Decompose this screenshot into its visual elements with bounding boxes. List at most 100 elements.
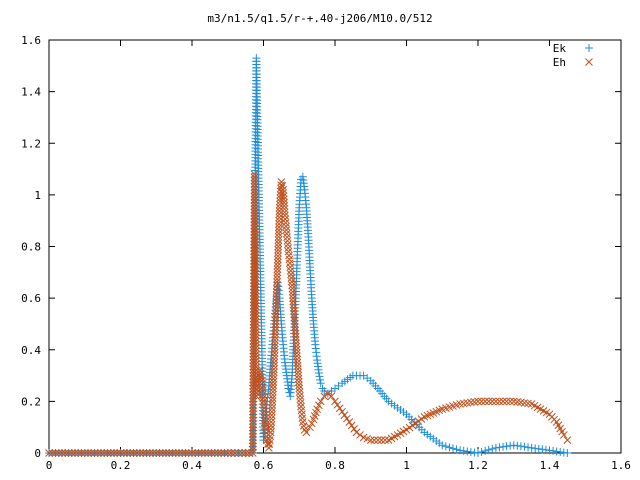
legend: Ek Eh <box>553 42 593 69</box>
data-point <box>320 392 329 401</box>
x-tick-label: 1.2 <box>468 459 488 472</box>
data-point <box>251 208 259 217</box>
data-point <box>307 419 316 428</box>
data-point <box>251 299 260 307</box>
data-point <box>289 294 297 302</box>
data-point <box>538 445 547 454</box>
data-point <box>142 449 151 457</box>
data-point <box>314 368 323 377</box>
data-point <box>268 400 277 409</box>
data-point <box>252 360 260 368</box>
data-point <box>250 186 259 195</box>
data-point <box>513 441 522 450</box>
data-point <box>126 449 135 457</box>
data-point <box>495 397 504 406</box>
data-point <box>269 374 278 383</box>
data-point <box>275 223 283 231</box>
data-point <box>316 375 325 384</box>
data-point <box>251 234 259 243</box>
data-point <box>296 395 305 404</box>
data-point <box>272 307 280 315</box>
data-point <box>282 229 291 238</box>
data-point <box>295 381 303 390</box>
data-point <box>477 397 486 406</box>
data-point <box>251 228 259 236</box>
data-point <box>267 407 276 416</box>
y-tick-label: 0 <box>34 447 41 460</box>
data-point <box>261 414 269 423</box>
data-point <box>178 449 187 457</box>
data-point <box>269 371 278 380</box>
data-point <box>270 345 279 354</box>
data-point <box>249 420 257 429</box>
data-point <box>452 445 461 454</box>
data-point <box>260 404 268 413</box>
data-point <box>249 429 257 438</box>
legend-marker-ek <box>585 44 593 52</box>
data-point <box>274 249 282 257</box>
data-point <box>210 449 219 457</box>
data-point <box>67 449 76 457</box>
data-point <box>288 287 297 296</box>
data-point <box>268 397 277 406</box>
data-point <box>520 442 529 451</box>
data-point <box>333 400 342 409</box>
data-point <box>293 352 301 361</box>
data-point <box>552 447 561 456</box>
data-point <box>251 266 260 275</box>
data-point <box>257 376 266 385</box>
data-point <box>249 407 257 416</box>
data-point <box>270 352 279 361</box>
data-point <box>252 344 260 352</box>
data-point <box>268 404 276 413</box>
data-point <box>64 449 73 457</box>
data-point <box>181 449 190 457</box>
data-point <box>488 444 497 453</box>
data-point <box>331 397 339 406</box>
data-point <box>214 449 222 457</box>
data-point <box>502 397 511 406</box>
data-point <box>279 192 288 201</box>
data-point <box>274 242 283 251</box>
data-point <box>259 397 268 406</box>
data-point <box>217 449 226 457</box>
data-point <box>249 394 257 403</box>
data-point <box>340 411 349 419</box>
data-point <box>272 291 281 299</box>
data-point <box>272 297 281 306</box>
data-point <box>251 282 260 291</box>
data-point <box>272 303 280 312</box>
data-point <box>61 449 70 457</box>
data-point <box>527 443 536 452</box>
data-point <box>252 340 260 349</box>
data-point <box>93 449 102 457</box>
data-point <box>286 263 295 272</box>
data-point <box>294 368 302 377</box>
data-point <box>51 449 60 457</box>
data-point <box>54 449 63 457</box>
data-point <box>289 297 298 306</box>
data-point <box>288 291 297 299</box>
data-point <box>484 397 493 406</box>
data-point <box>227 449 236 457</box>
data-point <box>258 383 267 392</box>
data-point <box>352 428 361 437</box>
data-point <box>97 449 105 457</box>
data-point <box>268 394 277 403</box>
data-point <box>559 431 568 439</box>
data-point <box>250 180 259 188</box>
data-point <box>459 446 468 455</box>
data-point <box>284 244 293 252</box>
data-point <box>293 358 302 367</box>
data-point <box>269 387 277 396</box>
data-point <box>556 447 565 456</box>
data-point <box>251 286 260 294</box>
data-point <box>249 426 257 435</box>
data-point <box>251 311 260 320</box>
data-point <box>366 436 375 444</box>
data-point <box>274 232 283 241</box>
data-point <box>315 372 324 381</box>
data-point <box>171 449 180 457</box>
data-point <box>290 320 299 328</box>
data-point <box>252 350 260 359</box>
